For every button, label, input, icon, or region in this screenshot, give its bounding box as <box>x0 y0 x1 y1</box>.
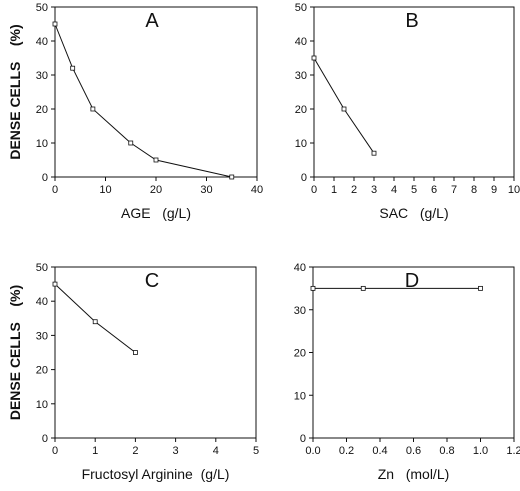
x-tick-label: 0 <box>52 445 58 457</box>
y-tick-label: 10 <box>36 138 48 150</box>
x-tick-label: 5 <box>253 445 259 457</box>
y-tick-label: 40 <box>295 36 307 48</box>
x-axis-label: SAC (g/L) <box>379 205 448 221</box>
data-point <box>311 55 317 61</box>
y-axis-label: DENSE CELLS (%) <box>7 24 23 159</box>
y-tick-label: 30 <box>36 330 48 342</box>
y-tick-label: 20 <box>36 365 48 377</box>
data-point <box>341 106 347 112</box>
panel-b: 0 1 2 3 4 5 6 7 8 9 10 0 10 20 30 40 50 B SAC (g/L) <box>295 2 520 221</box>
x-tick-label: 4 <box>213 445 219 457</box>
x-tick-label: 0 <box>52 184 58 196</box>
data-point <box>229 174 235 180</box>
panel-letter: B <box>405 10 418 32</box>
y-tick-label: 0 <box>42 433 48 445</box>
y-tick-label: 30 <box>295 70 307 82</box>
x-tick-label: 9 <box>491 184 497 196</box>
x-axis-label: Zn (mol/L) <box>378 466 450 482</box>
x-tick-label: 1 <box>331 184 337 196</box>
x-tick-label: 1.0 <box>473 445 488 457</box>
data-point <box>52 21 58 27</box>
x-tick-label: 30 <box>200 184 212 196</box>
x-tick-label: 2 <box>351 184 357 196</box>
y-tick-label: 40 <box>294 262 306 274</box>
y-tick-label: 50 <box>36 262 48 274</box>
x-tick-label: 0.2 <box>339 445 354 457</box>
y-tick-label: 20 <box>36 104 48 116</box>
y-tick-label: 40 <box>36 296 48 308</box>
panel-a: 0 10 20 30 40 0 10 20 30 40 50 A AGE (g/L) DENSE CELL… <box>7 2 263 221</box>
series-line <box>313 57 375 154</box>
x-tick-label: 0.0 <box>305 445 320 457</box>
y-tick-label: 10 <box>295 138 307 150</box>
y-tick-label: 10 <box>36 399 48 411</box>
x-tick-label: 8 <box>471 184 477 196</box>
y-tick-label: 10 <box>294 390 306 402</box>
x-tick-label: 1.2 <box>506 445 520 457</box>
series-line <box>54 283 136 353</box>
x-tick-label: 3 <box>371 184 377 196</box>
y-tick-label: 0 <box>300 433 306 445</box>
panel-letter: D <box>405 270 419 292</box>
plot-frame <box>54 6 258 178</box>
data-point <box>92 319 98 325</box>
x-tick-label: 40 <box>251 184 263 196</box>
y-axis-label: DENSE CELLS (%) <box>7 285 23 420</box>
panel-letter: C <box>145 270 159 292</box>
plot-frame <box>312 266 515 439</box>
x-tick-label: 6 <box>431 184 437 196</box>
x-tick-label: 7 <box>451 184 457 196</box>
x-tick-label: 10 <box>99 184 111 196</box>
y-tick-label: 0 <box>301 172 307 184</box>
x-tick-label: 0.6 <box>406 445 421 457</box>
data-point <box>153 157 159 163</box>
y-tick-label: 30 <box>36 70 48 82</box>
x-tick-label: 0 <box>311 184 317 196</box>
plot-frame <box>313 6 515 178</box>
y-tick-label: 0 <box>42 172 48 184</box>
data-point <box>360 285 366 291</box>
data-point <box>70 65 76 71</box>
x-tick-label: 10 <box>508 184 520 196</box>
y-tick-label: 20 <box>294 348 306 360</box>
x-tick-label: 5 <box>411 184 417 196</box>
x-tick-label: 20 <box>150 184 162 196</box>
data-point <box>128 140 134 146</box>
x-tick-label: 1 <box>92 445 98 457</box>
panel-letter: A <box>145 10 159 32</box>
y-tick-label: 50 <box>295 2 307 14</box>
y-tick-label: 40 <box>36 36 48 48</box>
y-tick-label: 30 <box>294 305 306 317</box>
x-tick-label: 2 <box>132 445 138 457</box>
panel-d: 0.0 0.2 0.4 0.6 0.8 1.0 1.2 0 10 20 30 40 D Zn (mol/L… <box>294 262 520 482</box>
data-point <box>90 106 96 112</box>
data-point <box>52 281 58 287</box>
series-line <box>54 23 232 178</box>
plot-frame <box>54 266 257 439</box>
x-tick-label: 4 <box>391 184 397 196</box>
data-point <box>478 285 483 291</box>
data-point <box>371 150 377 156</box>
y-tick-label: 20 <box>295 104 307 116</box>
data-point <box>132 350 138 355</box>
x-tick-label: 0.8 <box>439 445 454 457</box>
x-axis-label: AGE (g/L) <box>121 205 191 221</box>
x-tick-label: 3 <box>173 445 179 457</box>
x-axis-label: Fructosyl Arginine (g/L) <box>82 466 230 482</box>
y-tick-label: 50 <box>36 2 48 14</box>
x-tick-label: 0.4 <box>372 445 387 457</box>
data-point <box>310 285 316 291</box>
